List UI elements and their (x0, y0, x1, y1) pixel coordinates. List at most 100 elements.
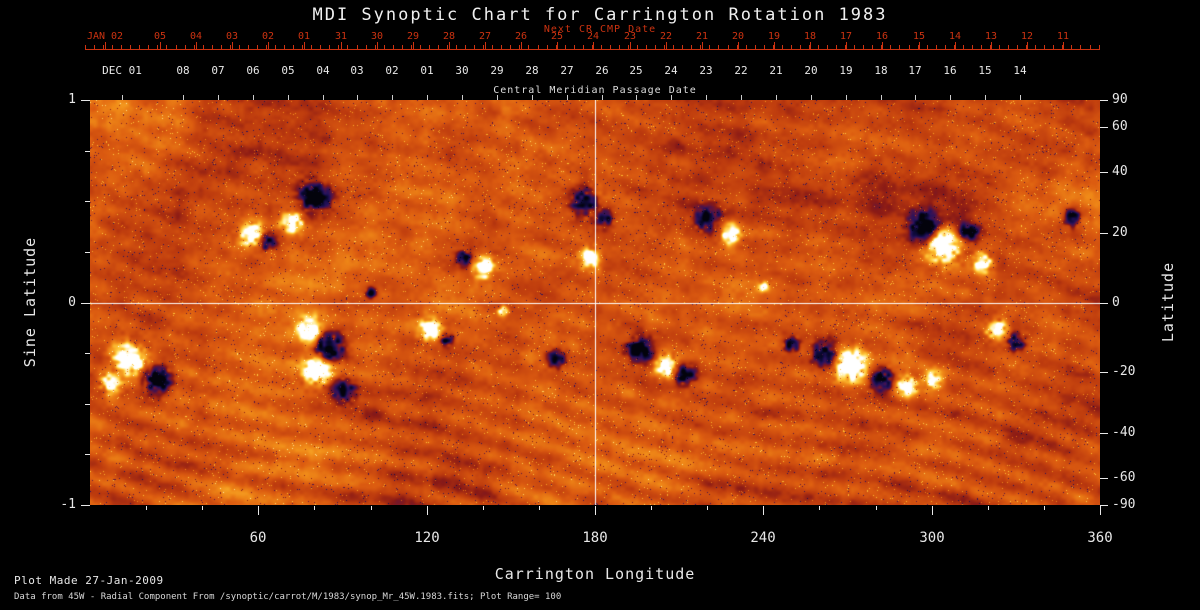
cmp-date-tick (462, 95, 463, 100)
left-axis-minor-tick (85, 404, 90, 405)
right-axis-tick-label: -40 (1112, 425, 1136, 440)
red-axis-minor-tick (619, 45, 620, 49)
right-axis-tick (1100, 233, 1108, 234)
bottom-axis-tick-label: 180 (582, 530, 608, 546)
red-axis-minor-tick (556, 45, 557, 49)
top-axis-tick-label: 13 (984, 31, 998, 42)
cmp-date-tick-label: 05 (281, 64, 295, 77)
red-axis-minor-tick (366, 45, 367, 49)
top-axis-tick-label: 31 (334, 31, 348, 42)
red-axis-major-tick (304, 42, 305, 49)
red-axis-minor-tick (447, 45, 448, 49)
red-axis-minor-tick (230, 45, 231, 49)
right-axis-title: Latitude (1159, 261, 1177, 343)
red-axis-minor-tick (836, 45, 837, 49)
red-axis-minor-tick (863, 45, 864, 49)
red-axis-minor-tick (899, 45, 900, 49)
bottom-axis-minor-tick (988, 506, 989, 510)
left-axis-title: Sine Latitude (21, 236, 39, 368)
cmp-date-tick-label: 06 (246, 64, 260, 77)
page-title: MDI Synoptic Chart for Carrington Rotati… (312, 5, 888, 25)
top-axis-tick-label: 23 (623, 31, 637, 42)
cmp-date-tick-label: 25 (629, 64, 643, 77)
red-axis-minor-tick (800, 45, 801, 49)
plot-made-timestamp: Plot Made 27-Jan-2009 (14, 574, 164, 587)
cmp-date-tick (846, 95, 847, 100)
top-axis-tick-label: 24 (586, 31, 600, 42)
cmp-date-tick (323, 95, 324, 100)
cmp-date-tick-label: 08 (176, 64, 190, 77)
bottom-axis-major-tick (1100, 506, 1101, 515)
red-axis-minor-tick (1062, 45, 1063, 49)
red-axis-minor-tick (347, 45, 348, 49)
red-axis-minor-tick (565, 45, 566, 49)
top-axis-tick-label: 30 (370, 31, 384, 42)
red-axis-minor-tick (85, 45, 86, 49)
cmp-date-tick (915, 95, 916, 100)
red-axis-minor-tick (393, 45, 394, 49)
cmp-date-tick-label: 16 (943, 64, 957, 77)
cmp-date-tick (985, 95, 986, 100)
red-axis-major-tick (1027, 42, 1028, 49)
cmp-date-tick-label: 14 (1013, 64, 1027, 77)
bottom-axis-minor-tick (1044, 506, 1045, 510)
right-axis-tick (1100, 303, 1108, 304)
red-axis-minor-tick (320, 45, 321, 49)
cmp-date-tick-label: 18 (874, 64, 888, 77)
bottom-axis-tick-label: 120 (414, 530, 440, 546)
top-axis-tick-label: 26 (514, 31, 528, 42)
red-axis-major-tick (702, 42, 703, 49)
red-axis-minor-tick (954, 45, 955, 49)
red-axis-major-tick (232, 42, 233, 49)
red-axis-minor-tick (664, 45, 665, 49)
top-axis-tick-label: 16 (875, 31, 889, 42)
red-axis-minor-tick (818, 45, 819, 49)
magnetogram-canvas (90, 100, 1100, 505)
red-axis-minor-tick (809, 45, 810, 49)
top-axis-tick-label: 19 (767, 31, 781, 42)
red-axis-minor-tick (890, 45, 891, 49)
cmp-date-tick-label: 19 (839, 64, 853, 77)
red-axis-minor-tick (936, 45, 937, 49)
red-axis-minor-tick (791, 45, 792, 49)
red-axis-major-tick (521, 42, 522, 49)
top-axis-tick-label: 12 (1020, 31, 1034, 42)
red-axis-minor-tick (728, 45, 729, 49)
red-axis-minor-tick (1026, 45, 1027, 49)
cmp-date-tick-label: 28 (525, 64, 539, 77)
red-axis-major-tick (268, 42, 269, 49)
right-axis-tick (1100, 172, 1108, 173)
bottom-axis-minor-tick (539, 506, 540, 510)
red-axis-minor-tick (402, 45, 403, 49)
red-axis-minor-tick (646, 45, 647, 49)
bottom-axis-title: Carrington Longitude (494, 565, 696, 583)
cmp-date-tick-label: 02 (385, 64, 399, 77)
red-axis-major-tick (105, 42, 106, 49)
red-axis-minor-tick (845, 45, 846, 49)
cmp-date-tick (811, 95, 812, 100)
top-axis-tick-label: 01 (297, 31, 311, 42)
red-axis-minor-tick (239, 45, 240, 49)
red-axis-major-tick (666, 42, 667, 49)
right-axis-tick (1100, 100, 1108, 101)
top-axis-tick-label: 17 (839, 31, 853, 42)
top-axis-tick-label: 02 (261, 31, 275, 42)
right-axis-tick-label: 0 (1112, 295, 1120, 310)
red-axis-major-tick (882, 42, 883, 49)
red-axis-minor-tick (166, 45, 167, 49)
top-axis-tick-label: 28 (442, 31, 456, 42)
cmp-date-tick (288, 95, 289, 100)
cmp-date-tick-label: 01 (420, 64, 434, 77)
left-axis-tick-label: 0 (68, 295, 76, 310)
top-axis-tick-label: 18 (803, 31, 817, 42)
top-axis-tick-label: 05 (153, 31, 167, 42)
red-axis-minor-tick (1090, 45, 1091, 49)
red-axis-minor-tick (1044, 45, 1045, 49)
bottom-axis-minor-tick (202, 506, 203, 510)
red-axis-minor-tick (927, 45, 928, 49)
red-axis-minor-tick (112, 45, 113, 49)
red-axis-minor-tick (1035, 45, 1036, 49)
red-axis-minor-tick (709, 45, 710, 49)
data-source-note: Data from 45W - Radial Component From /s… (14, 592, 562, 602)
right-axis-tick (1100, 372, 1108, 373)
